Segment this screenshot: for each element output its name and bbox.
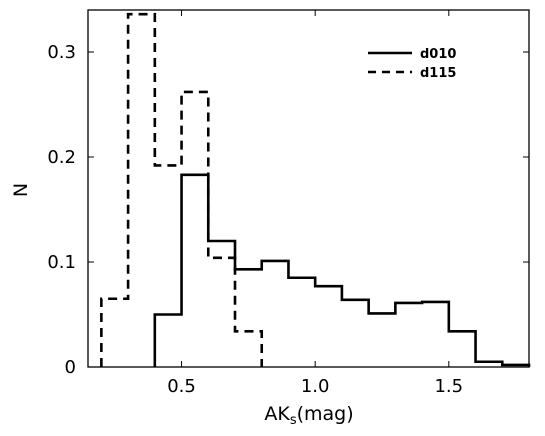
y-tick-label: 0.1 bbox=[47, 252, 76, 273]
x-axis-label: AKs(mag) bbox=[264, 403, 353, 428]
plot-frame bbox=[87, 9, 530, 368]
y-tick-label: 0.2 bbox=[47, 147, 76, 168]
x-axis-label-main: AK bbox=[264, 403, 290, 425]
x-tick-label: 0.5 bbox=[167, 376, 196, 397]
legend-label-d115: d115 bbox=[420, 66, 456, 81]
tick-layer: 0.5 1.0 1.5 0 0.1 0.2 0.3 bbox=[47, 10, 529, 397]
series-line-d010 bbox=[153, 173, 531, 367]
x-tick-label: 1.0 bbox=[301, 376, 330, 397]
legend-label-d010: d010 bbox=[420, 47, 456, 62]
x-axis-label-unit: (mag) bbox=[297, 403, 354, 425]
x-tick-label: 1.5 bbox=[434, 376, 463, 397]
y-axis-label: N bbox=[10, 183, 32, 197]
legend: d010 d115 bbox=[368, 47, 456, 81]
y-tick-label: 0 bbox=[65, 357, 76, 378]
series-layer bbox=[100, 12, 531, 367]
x-axis-label-subscript: s bbox=[290, 413, 297, 428]
series-line-d115 bbox=[100, 12, 264, 367]
y-tick-label: 0.3 bbox=[47, 42, 76, 63]
